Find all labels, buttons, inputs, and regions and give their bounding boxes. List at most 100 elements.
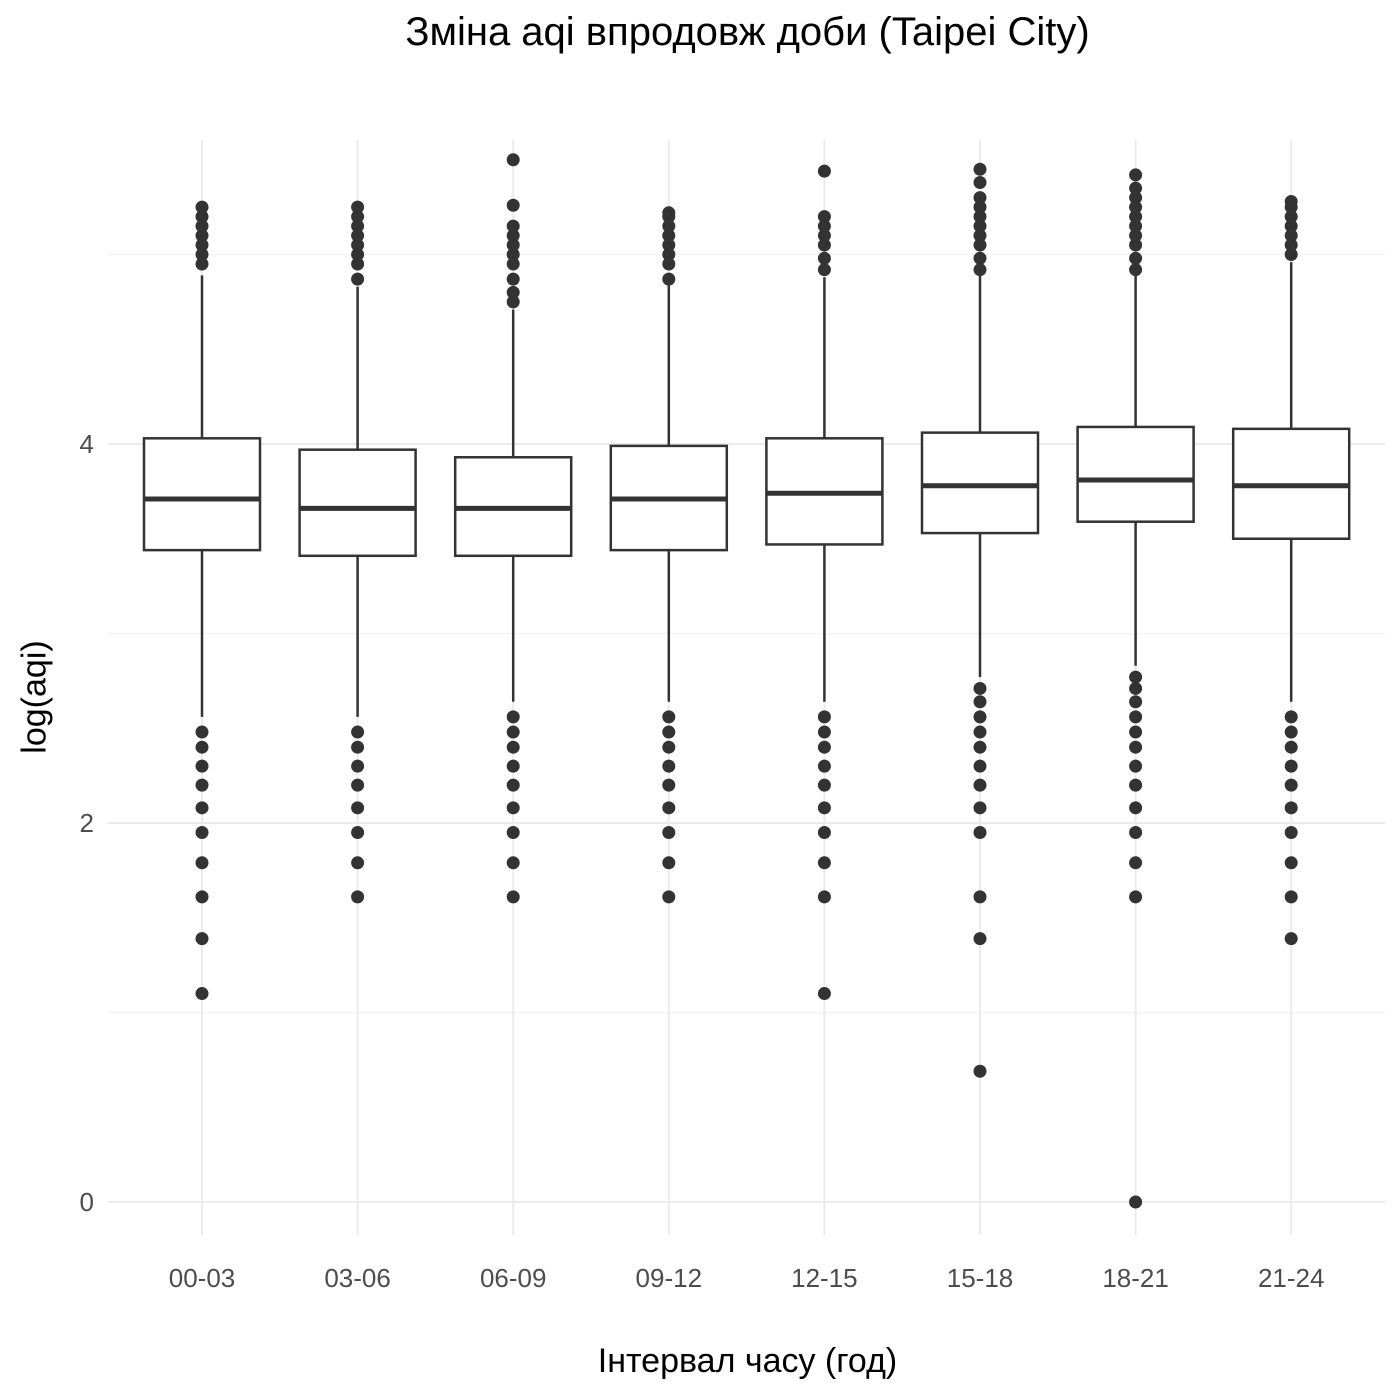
outlier-point: [351, 248, 365, 261]
outlier-point: [1129, 856, 1143, 870]
outlier-point: [662, 248, 676, 261]
outlier-point: [1284, 825, 1298, 839]
outlier-point: [1284, 740, 1298, 754]
outlier-point: [662, 801, 676, 815]
outlier-point: [817, 856, 831, 870]
outlier-point: [1129, 670, 1143, 684]
outlier-point: [195, 219, 209, 233]
outlier-point: [973, 1064, 987, 1078]
outlier-point: [817, 251, 831, 265]
outlier-point: [1129, 740, 1143, 754]
outlier-point: [817, 710, 831, 724]
outlier-point: [662, 710, 676, 724]
outlier-point: [1129, 168, 1143, 182]
outlier-point: [1129, 695, 1143, 709]
box: [298, 448, 417, 558]
outlier-point: [662, 257, 676, 271]
outlier-point: [1129, 200, 1143, 214]
outlier-point: [817, 238, 831, 252]
outlier-point: [662, 219, 676, 233]
outlier-point: [506, 219, 520, 233]
outlier-point: [195, 801, 209, 815]
outlier-point: [817, 164, 831, 178]
outlier-point: [351, 725, 365, 739]
outlier-point: [662, 759, 676, 773]
outlier-point: [1129, 778, 1143, 792]
outlier-point: [195, 725, 209, 739]
outlier-point: [195, 890, 209, 904]
outlier-point: [1129, 251, 1143, 265]
outlier-point: [817, 219, 831, 233]
outlier-point: [973, 251, 987, 265]
outlier-point: [506, 248, 520, 261]
outlier-point: [973, 759, 987, 773]
outlier-point: [1284, 210, 1298, 224]
outlier-point: [973, 238, 987, 252]
outlier-point: [973, 725, 987, 739]
outlier-point: [506, 801, 520, 815]
outlier-point: [506, 285, 520, 299]
outlier-point: [1284, 856, 1298, 870]
outlier-point: [662, 856, 676, 870]
outlier-point: [195, 825, 209, 839]
outlier-point: [351, 257, 365, 271]
outlier-point: [1129, 238, 1143, 252]
x-tick-label: 09-12: [636, 1263, 703, 1293]
outlier-point: [351, 200, 365, 214]
outlier-point: [195, 229, 209, 243]
outlier-point: [662, 890, 676, 904]
outlier-point: [973, 778, 987, 792]
outlier-point: [1284, 238, 1298, 252]
outlier-point: [506, 153, 520, 167]
outlier-point: [817, 263, 831, 277]
outlier-point: [506, 272, 520, 286]
outlier-point: [506, 257, 520, 271]
outlier-point: [195, 238, 209, 252]
outlier-point: [351, 740, 365, 754]
outlier-point: [506, 229, 520, 243]
outlier-point: [662, 238, 676, 252]
outlier-point: [1129, 181, 1143, 195]
x-axis-label: Інтервал часу (год): [597, 1342, 898, 1380]
outlier-point: [506, 238, 520, 252]
outlier-point: [662, 229, 676, 243]
y-tick-label: 2: [80, 808, 94, 838]
outlier-point: [506, 740, 520, 754]
outlier-point: [1284, 248, 1298, 261]
outlier-point: [195, 200, 209, 214]
outlier-point: [351, 890, 365, 904]
outlier-point: [195, 856, 209, 870]
outlier-point: [1284, 778, 1298, 792]
outlier-point: [1284, 710, 1298, 724]
outlier-point: [973, 162, 987, 176]
outlier-point: [1129, 681, 1143, 695]
outlier-point: [351, 856, 365, 870]
outlier-point: [973, 740, 987, 754]
x-tick-label: 15-18: [947, 1263, 1014, 1293]
outlier-point: [195, 778, 209, 792]
outlier-point: [973, 229, 987, 243]
outlier-point: [1284, 801, 1298, 815]
outlier-point: [506, 710, 520, 724]
outlier-point: [506, 198, 520, 212]
outlier-point: [506, 856, 520, 870]
outlier-point: [351, 759, 365, 773]
outlier-point: [973, 801, 987, 815]
outlier-point: [195, 210, 209, 224]
outlier-point: [973, 932, 987, 946]
x-tick-label: 18-21: [1102, 1263, 1169, 1293]
outlier-point: [1129, 801, 1143, 815]
x-tick-label: 12-15: [791, 1263, 858, 1293]
outlier-point: [351, 825, 365, 839]
outlier-point: [817, 210, 831, 224]
outlier-point: [662, 740, 676, 754]
outlier-point: [817, 740, 831, 754]
x-tick-label: 00-03: [169, 1263, 236, 1293]
outlier-point: [973, 695, 987, 709]
outlier-point: [1284, 229, 1298, 243]
outlier-point: [1129, 710, 1143, 724]
outlier-point: [662, 272, 676, 286]
outlier-point: [973, 890, 987, 904]
outlier-point: [817, 801, 831, 815]
